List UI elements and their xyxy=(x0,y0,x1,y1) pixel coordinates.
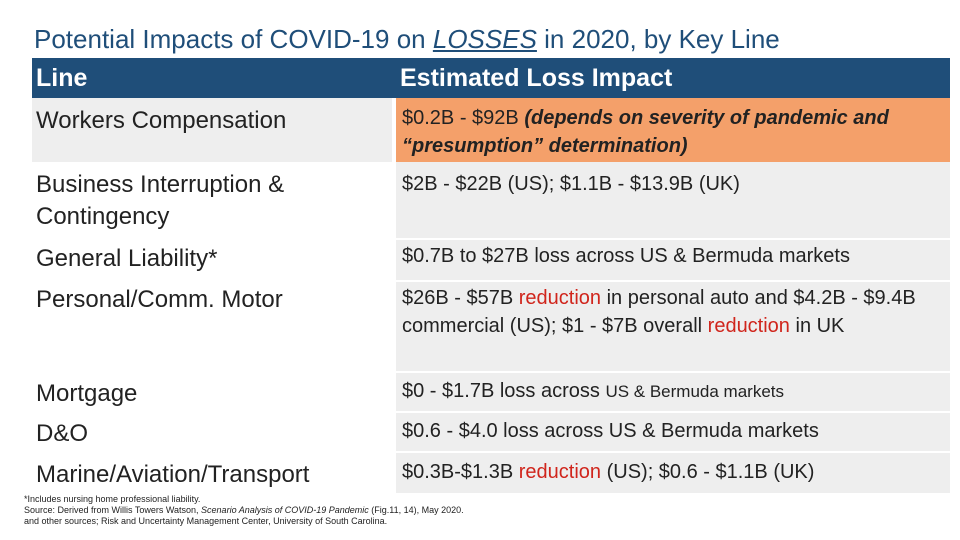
impact-cell: $0.3B-$1.3B reduction (US); $0.6 - $1.1B… xyxy=(396,453,950,493)
impact-text: $0.7B to $27B loss across US & Bermuda m… xyxy=(402,245,850,267)
line-cell: Mortgage xyxy=(32,373,392,413)
table-row: Mortgage $0 - $1.7B loss across US & Ber… xyxy=(32,373,950,413)
table-row: Workers Compensation $0.2B - $92B (depen… xyxy=(32,98,950,162)
table-row: Marine/Aviation/Transport $0.3B-$1.3B re… xyxy=(32,453,950,493)
line-cell: Personal/Comm. Motor xyxy=(32,282,392,373)
line-cell: Marine/Aviation/Transport xyxy=(32,453,392,493)
line-label: Business Interruption & Contingency xyxy=(36,171,285,230)
footnote-source: Source: Derived from Willis Towers Watso… xyxy=(24,505,464,516)
impact-part: $0 - $1.7B loss across xyxy=(402,380,606,402)
reduction-label: reduction xyxy=(518,287,602,309)
impact-part: US & Bermuda markets xyxy=(605,382,784,401)
impact-text: $0.6 - $4.0 loss across US & Bermuda mar… xyxy=(402,420,819,442)
impact-cell: $0.2B - $92B (depends on severity of pan… xyxy=(396,98,950,162)
impact-text: $0.3B-$1.3B reduction (US); $0.6 - $1.1B… xyxy=(402,458,947,486)
impact-range: $0.2B - $92B xyxy=(402,107,525,129)
impact-part: in UK xyxy=(789,315,845,337)
line-cell: Workers Compensation xyxy=(32,98,392,162)
impact-cell: $0.7B to $27B loss across US & Bermuda m… xyxy=(396,240,950,282)
reduction-label: reduction xyxy=(518,461,602,483)
impact-text: $0 - $1.7B loss across US & Bermuda mark… xyxy=(402,377,947,406)
line-label: Workers Compensation xyxy=(36,107,287,134)
line-label: D&O xyxy=(36,420,89,447)
line-label: Personal/Comm. Motor xyxy=(36,286,283,313)
line-cell: General Liability* xyxy=(32,240,392,282)
impact-part: (US); $0.6 - $1.1B (UK) xyxy=(601,461,815,483)
impact-part: in personal auto and $4.2B - $9.4B comme… xyxy=(402,287,916,337)
line-cell: D&O xyxy=(32,413,392,453)
impact-text: $26B - $57B reduction in personal auto a… xyxy=(402,284,947,340)
impact-part: $26B - $57B xyxy=(402,287,519,309)
impact-text: $2B - $22B (US); $1.1B - $13.9B (UK) xyxy=(402,173,740,195)
source-title: Scenario Analysis of COVID-19 Pandemic xyxy=(201,505,369,515)
table-row: Business Interruption & Contingency $2B … xyxy=(32,162,950,240)
impact-part: $0.3B-$1.3B xyxy=(402,461,519,483)
page-title: Potential Impacts of COVID-19 on LOSSES … xyxy=(34,22,954,56)
source-suffix: (Fig.11, 14), May 2020. xyxy=(368,505,464,515)
impact-cell: $26B - $57B reduction in personal auto a… xyxy=(396,282,950,373)
impact-note: (depends on severity of pandemic and “pr… xyxy=(402,107,889,157)
impact-cell: $2B - $22B (US); $1.1B - $13.9B (UK) xyxy=(396,162,950,240)
table-row: General Liability* $0.7B to $27B loss ac… xyxy=(32,240,950,282)
line-label: General Liability* xyxy=(36,245,218,272)
table-header: Line Estimated Loss Impact xyxy=(32,58,950,98)
header-line: Line xyxy=(36,64,88,92)
table-row: Personal/Comm. Motor $26B - $57B reducti… xyxy=(32,282,950,373)
title-suffix: in 2020, by Key Line xyxy=(536,24,780,54)
footnote: *Includes nursing home professional liab… xyxy=(24,494,464,527)
line-label: Mortgage xyxy=(36,380,138,407)
table-row: D&O $0.6 - $4.0 loss across US & Bermuda… xyxy=(32,413,950,453)
line-cell: Business Interruption & Contingency xyxy=(32,162,392,240)
reduction-label: reduction xyxy=(707,315,790,337)
impact-text: $0.2B - $92B (depends on severity of pan… xyxy=(402,104,947,160)
impact-cell: $0.6 - $4.0 loss across US & Bermuda mar… xyxy=(396,413,950,453)
title-emphasis: LOSSES xyxy=(432,24,537,54)
source-prefix: Source: Derived from Willis Towers Watso… xyxy=(24,505,202,515)
header-impact: Estimated Loss Impact xyxy=(400,64,673,92)
line-label: Marine/Aviation/Transport xyxy=(36,461,310,488)
impact-cell: $0 - $1.7B loss across US & Bermuda mark… xyxy=(396,373,950,413)
footnote-line: *Includes nursing home professional liab… xyxy=(24,494,201,504)
title-prefix: Potential Impacts of COVID-19 on xyxy=(34,24,433,54)
footnote-line: and other sources; Risk and Uncertainty … xyxy=(24,516,388,526)
